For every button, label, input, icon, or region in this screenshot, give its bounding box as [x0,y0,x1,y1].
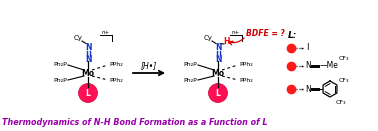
Text: Mo: Mo [211,69,225,78]
Text: N: N [305,84,311,94]
Text: N: N [215,42,221,51]
Text: PPh₂: PPh₂ [239,78,253,83]
Circle shape [79,83,98,102]
Text: Thermodynamics of N-H Bond Formation as a Function of L: Thermodynamics of N-H Bond Formation as … [2,118,268,127]
Text: n+: n+ [232,31,240,36]
Text: CF₃: CF₃ [339,78,350,83]
Text: L: L [85,89,90,97]
Text: Ph₂P: Ph₂P [183,78,197,83]
Text: Ph₂P: Ph₂P [183,61,197,67]
Text: Ph₂P: Ph₂P [53,78,67,83]
Text: CF₃: CF₃ [336,100,347,105]
Text: I: I [306,43,308,53]
Text: Ph₂P: Ph₂P [53,61,67,67]
Text: Cy: Cy [74,35,82,41]
Text: PPh₂: PPh₂ [109,78,123,83]
Text: BDFE = ?: BDFE = ? [246,29,285,37]
Text: N: N [85,54,91,64]
Text: H: H [223,37,229,47]
Text: PPh₂: PPh₂ [109,61,123,67]
Text: [H•]: [H•] [141,61,157,70]
Text: L: L [215,89,220,97]
Circle shape [209,83,228,102]
Text: Mo: Mo [81,69,94,78]
Text: PPh₂: PPh₂ [239,61,253,67]
Text: n+: n+ [102,31,110,36]
Text: CF₃: CF₃ [339,56,350,61]
Text: N: N [305,61,311,70]
Text: Cy: Cy [204,35,212,41]
Text: L:: L: [288,31,297,40]
Text: —Me: —Me [320,61,339,70]
Text: N: N [215,54,221,64]
Text: N: N [85,42,91,51]
